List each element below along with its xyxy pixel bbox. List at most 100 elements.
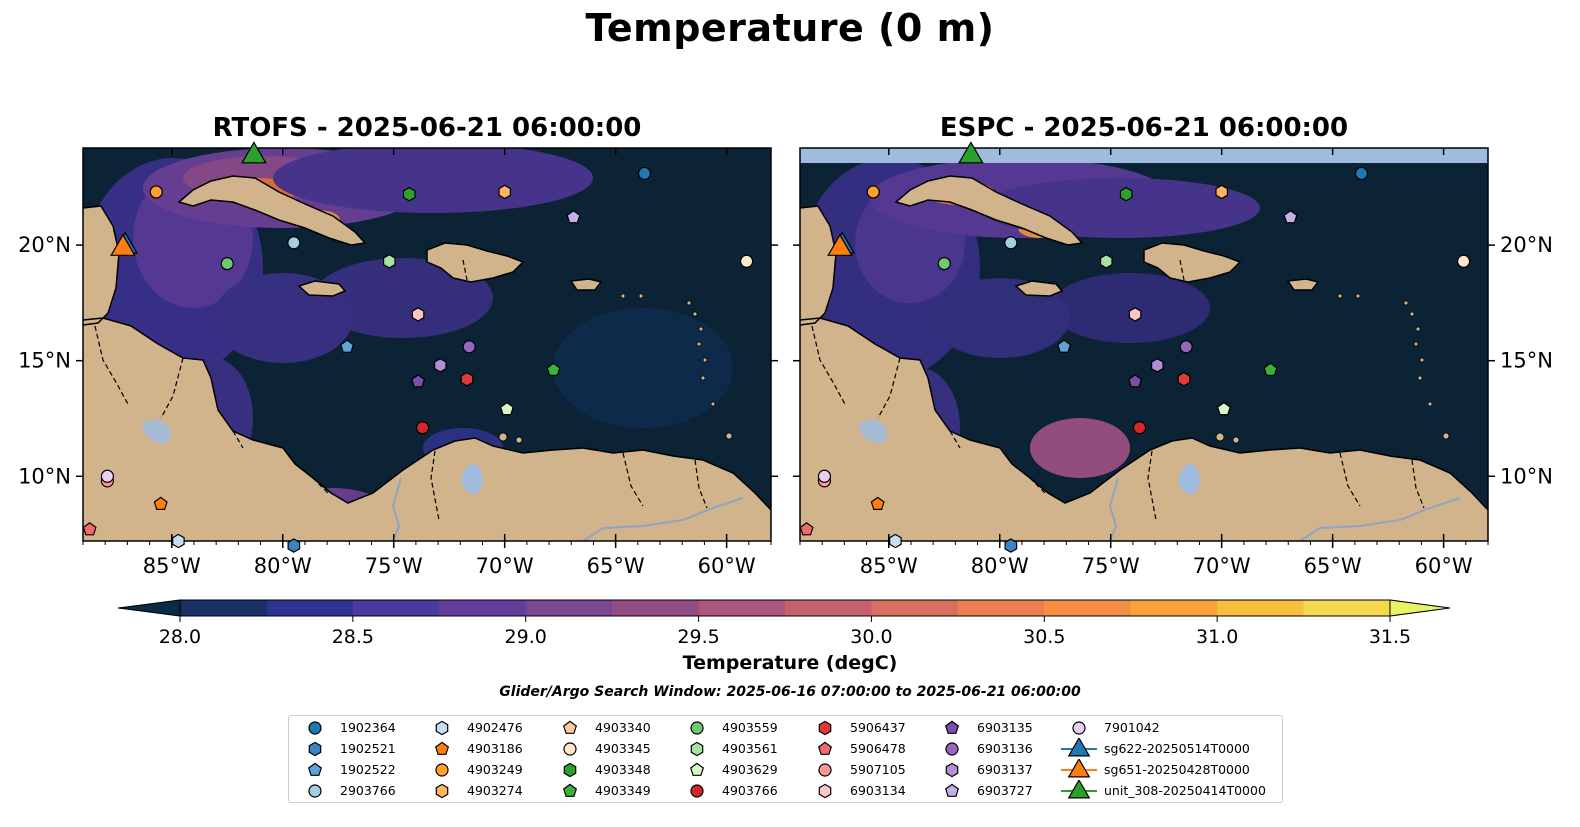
legend-marker-4903349	[562, 783, 578, 797]
platform-marker-4903249	[866, 185, 880, 199]
platform-marker-4903186	[870, 496, 885, 510]
colorbar-tick-label: 28.0	[159, 626, 201, 648]
lat-tick-label: 20°N	[18, 233, 71, 257]
legend-marker-4903348	[563, 762, 577, 778]
platform-marker-4903349	[546, 362, 561, 376]
colorbar-extend-high	[1389, 599, 1451, 617]
colorbar-extend-low	[117, 599, 181, 617]
colorbar-label: Temperature (degC)	[682, 652, 898, 674]
platform-marker-5906437	[460, 371, 474, 387]
legend-label: 4903766	[722, 783, 778, 798]
legend-marker-2903766	[308, 784, 322, 798]
colorbar-tick-label: 31.0	[1196, 626, 1238, 648]
legend-marker-6903137	[945, 762, 959, 778]
legend-label: 6903727	[977, 783, 1033, 798]
rtofs-map	[82, 141, 772, 553]
legend-marker-4902476	[435, 720, 449, 736]
colorbar-bin	[352, 600, 440, 616]
legend-marker-4903274	[435, 783, 449, 799]
platform-marker-4903274	[498, 184, 511, 200]
platform-marker-6903727	[1283, 210, 1298, 224]
platform-marker-sg651-20250428T0000	[110, 233, 136, 256]
colorbar-tick-label: 29.5	[677, 626, 719, 648]
lon-tick-label: 70°W	[476, 554, 534, 578]
lat-tick-label: 15°N	[18, 349, 71, 373]
legend-label: 4903274	[467, 783, 523, 798]
legend-label: sg622-20250514T0000	[1104, 741, 1250, 756]
figure-title: Temperature (0 m)	[585, 6, 995, 50]
colorbar-tick-label: 31.5	[1369, 626, 1411, 648]
platform-marker-2903766	[287, 236, 301, 250]
legend-marker-5906437	[818, 720, 832, 736]
platform-marker-6903136	[462, 340, 476, 354]
lon-tick-label: 80°W	[971, 554, 1029, 578]
lon-tick-label: 85°W	[860, 554, 918, 578]
colorbar-bin	[957, 600, 1045, 616]
lon-tick-label: 65°W	[1304, 554, 1362, 578]
lat-tick-label: 20°N	[1500, 233, 1553, 257]
legend-label: 6903134	[850, 783, 906, 798]
legend-label: 6903137	[977, 762, 1033, 777]
colorbar-bin	[439, 600, 527, 616]
lon-tick-label: 65°W	[587, 554, 645, 578]
legend-label: 4903561	[722, 741, 778, 756]
legend-label: 5906437	[850, 720, 906, 735]
legend-marker-6903134	[818, 783, 832, 799]
colorbar-bin	[698, 600, 786, 616]
legend-label: 6903136	[977, 741, 1033, 756]
platform-marker-4903345	[1456, 254, 1471, 268]
legend-marker-unit_308-20250414T0000	[1067, 780, 1091, 799]
platform-marker-5906437	[1177, 371, 1191, 387]
legend: 1902364 1902521 1902522 2903766 4902476 49031…	[288, 715, 1283, 803]
platform-marker-unit_308-20250414T0000	[958, 141, 984, 164]
lat-tick-label: 15°N	[1500, 349, 1553, 373]
platform-marker-1902364	[1354, 166, 1369, 181]
legend-marker-4903766	[690, 784, 704, 798]
legend-marker-4903561	[690, 741, 704, 757]
legend-marker-1902522	[307, 762, 323, 776]
platform-marker-4903274	[1215, 184, 1228, 200]
colorbar-bin	[612, 600, 700, 616]
platform-marker-4903766	[415, 421, 430, 435]
legend-marker-4903629	[689, 762, 705, 776]
legend-label: 4903249	[467, 762, 523, 777]
lon-tick-label: 80°W	[254, 554, 312, 578]
legend-marker-4903340	[562, 720, 578, 734]
colorbar-bin	[266, 600, 354, 616]
platform-marker-4903345	[739, 254, 754, 268]
legend-marker-4903559	[690, 721, 704, 735]
espc-panel-title: ESPC - 2025-06-21 06:00:00	[939, 113, 1349, 143]
platform-marker-unit_308-20250414T0000	[241, 141, 267, 164]
legend-marker-4903345	[563, 742, 577, 756]
colorbar-bin	[871, 600, 959, 616]
lon-tick-label: 75°W	[1082, 554, 1140, 578]
platform-marker-6903135	[1128, 374, 1143, 388]
platform-marker-4903766	[1132, 421, 1147, 435]
platform-marker-4903348	[1119, 186, 1133, 202]
legend-marker-5907105	[818, 763, 832, 777]
legend-label: 4903340	[595, 720, 651, 735]
legend-label: 4902476	[467, 720, 523, 735]
colorbar-bin	[525, 600, 613, 616]
platform-marker-4903559	[937, 256, 951, 271]
legend-label: 4903349	[595, 783, 651, 798]
lon-tick-label: 75°W	[365, 554, 423, 578]
platform-marker-1902364	[637, 166, 652, 181]
lon-tick-label: 60°W	[698, 554, 756, 578]
espc-map	[799, 141, 1489, 553]
platform-marker-7901042	[817, 469, 832, 483]
legend-marker-sg651-20250428T0000	[1067, 759, 1091, 778]
lon-tick-label: 85°W	[143, 554, 201, 578]
legend-marker-5906478	[817, 741, 833, 755]
platform-marker-6903135	[411, 374, 426, 388]
colorbar-tick-label: 28.5	[332, 626, 374, 648]
platform-marker-4902476	[172, 533, 185, 549]
legend-label: 4903629	[722, 762, 778, 777]
legend-marker-6903135	[944, 720, 960, 734]
colorbar-tick-label: 30.0	[850, 626, 892, 648]
rtofs-platform-markers	[82, 141, 754, 553]
platform-marker-4903561	[1100, 254, 1113, 269]
lon-tick-label: 60°W	[1415, 554, 1473, 578]
platform-marker-6903727	[566, 210, 581, 224]
platform-marker-4903349	[1263, 362, 1278, 376]
